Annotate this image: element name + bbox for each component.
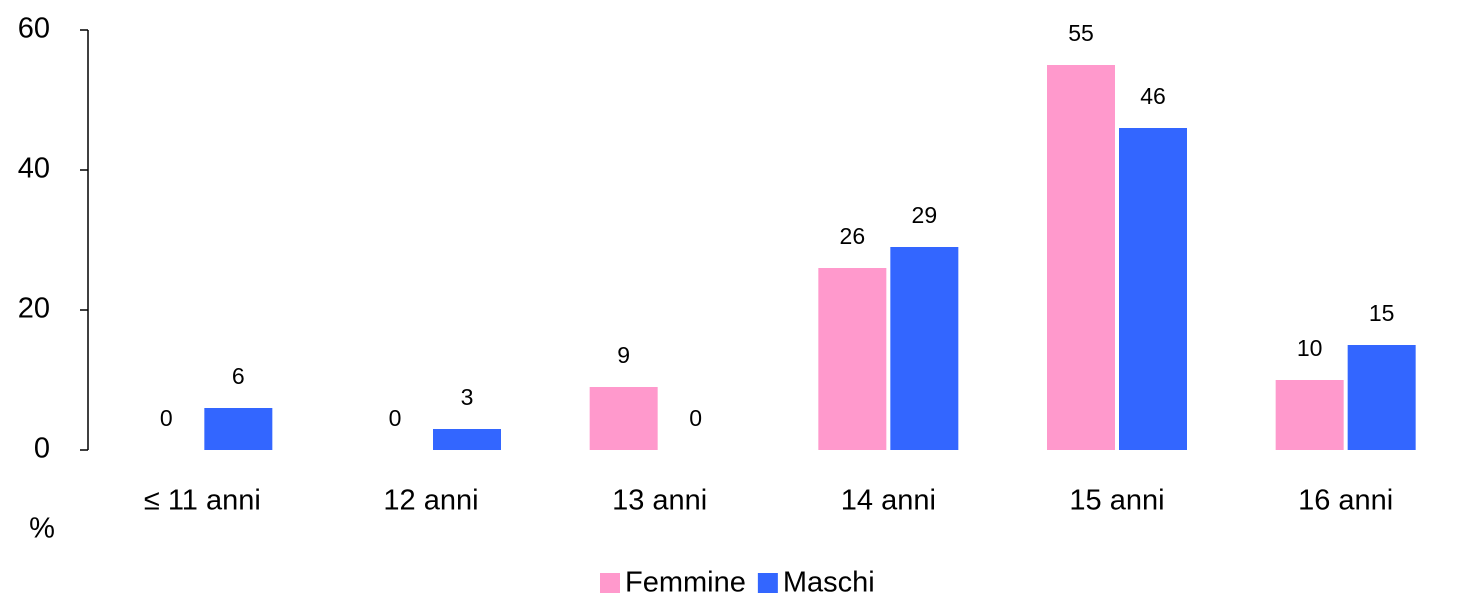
y-tick-label: 0 (34, 433, 50, 465)
legend-swatch (600, 573, 620, 593)
bar (1047, 65, 1115, 450)
legend-label: Maschi (783, 567, 875, 599)
x-tick-label: 15 anni (1069, 485, 1164, 517)
x-tick-label: ≤ 11 anni (144, 485, 261, 517)
bar (1119, 128, 1187, 450)
legend-label: Femmine (625, 567, 746, 599)
bar (589, 387, 658, 450)
bar (890, 247, 959, 450)
value-label: 10 (1297, 335, 1323, 361)
value-label: 0 (689, 405, 702, 431)
value-label: 26 (840, 223, 866, 249)
y-axis-label: % (29, 513, 55, 545)
value-label: 3 (461, 384, 474, 410)
y-tick-label: 40 (18, 153, 50, 185)
value-label: 15 (1369, 300, 1395, 326)
x-tick-label: 14 anni (841, 485, 936, 517)
y-tick-label: 60 (18, 13, 50, 45)
value-label: 46 (1140, 83, 1166, 109)
y-tick-label: 20 (18, 293, 50, 325)
value-label: 0 (389, 405, 402, 431)
value-label: 0 (160, 405, 173, 431)
value-label: 6 (232, 363, 245, 389)
x-tick-label: 12 anni (383, 485, 478, 517)
value-label: 9 (617, 342, 630, 368)
bar (204, 408, 273, 450)
x-tick-label: 13 anni (612, 485, 707, 517)
bar (433, 429, 501, 450)
value-label: 29 (912, 202, 938, 228)
x-tick-label: 16 anni (1298, 485, 1393, 517)
legend-swatch (757, 573, 778, 593)
value-label: 55 (1068, 20, 1094, 46)
bar (1347, 345, 1416, 450)
bar (1275, 380, 1344, 450)
bar (818, 268, 887, 450)
